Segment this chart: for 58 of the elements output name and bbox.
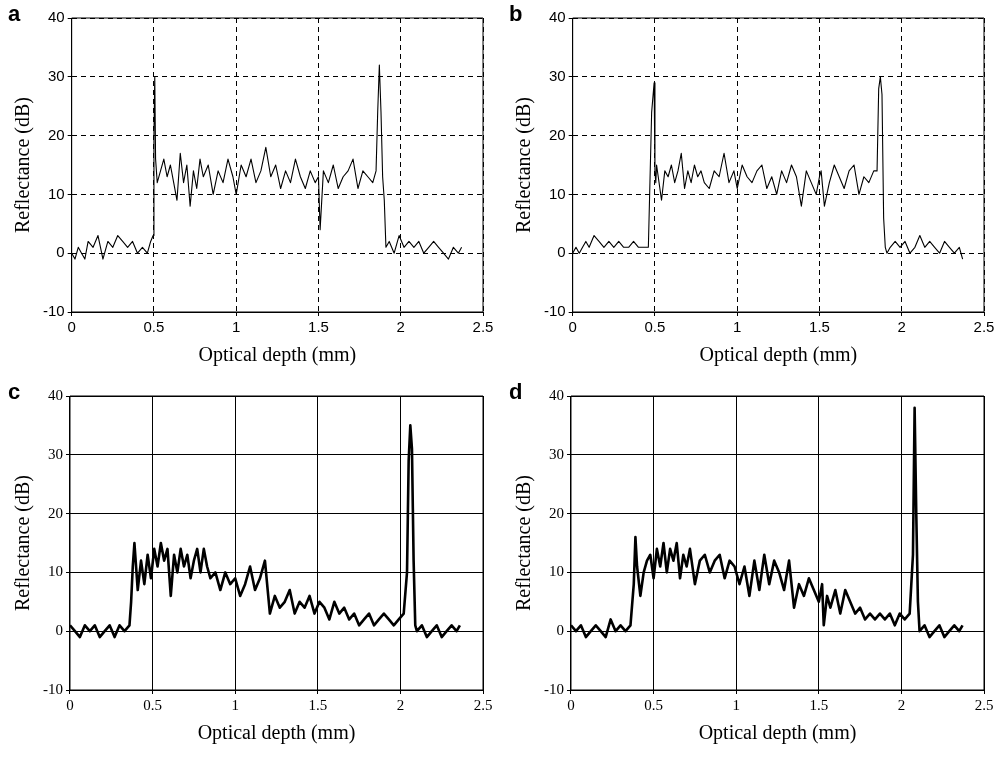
- text: a: [8, 1, 21, 27]
- y-tick-label: 10: [47, 184, 65, 202]
- x-tick-label: 0.5: [644, 696, 663, 713]
- text: c: [8, 379, 21, 405]
- y-tick-label: 10: [48, 563, 63, 580]
- x-tick-label: 1.5: [809, 318, 830, 336]
- x-tick-label: 1.5: [308, 318, 329, 336]
- x-tick-label: 0: [568, 318, 577, 336]
- y-tick-label: 30: [48, 445, 63, 462]
- x-tick-label: 2: [396, 696, 405, 713]
- x-tick-label: 2.5: [974, 696, 994, 713]
- y-tick-label: -10: [43, 680, 63, 697]
- y-tick-label: 30: [549, 445, 564, 462]
- text: b: [509, 1, 523, 27]
- y-tick-label: 0: [557, 243, 566, 261]
- y-tick-label: 20: [48, 504, 63, 521]
- y-tick-label: 40: [549, 386, 564, 403]
- y-axis-title: Reflectance (dB): [11, 96, 35, 234]
- x-tick-label: 0.5: [644, 318, 666, 336]
- y-tick-label: -10: [42, 302, 65, 320]
- y-axis-title: Reflectance (dB): [512, 96, 536, 234]
- y-tick-label: -10: [543, 302, 566, 320]
- y-tick-label: 20: [549, 504, 564, 521]
- y-tick-label: 30: [47, 66, 65, 84]
- x-axis-title: Optical depth (mm): [197, 721, 356, 745]
- x-tick-label: 2.5: [973, 318, 995, 336]
- y-tick-label: -10: [544, 680, 564, 697]
- x-tick-label: 0.5: [143, 696, 162, 713]
- y-tick-label: 40: [47, 8, 65, 26]
- y-tick-label: 20: [548, 125, 566, 143]
- x-tick-label: 1.5: [809, 696, 829, 713]
- x-tick-label: 2.5: [473, 696, 493, 713]
- y-tick-label: 40: [548, 8, 566, 26]
- y-tick-label: 0: [556, 622, 564, 639]
- x-tick-label: 1: [732, 696, 740, 713]
- x-tick-label: 1: [232, 318, 241, 336]
- y-tick-label: 20: [47, 125, 65, 143]
- y-tick-label: 30: [548, 66, 566, 84]
- x-tick-label: 2: [897, 696, 906, 713]
- x-tick-label: 0.5: [143, 318, 165, 336]
- text: d: [509, 379, 523, 405]
- y-tick-label: 10: [549, 563, 564, 580]
- x-axis-title: Optical depth (mm): [198, 343, 357, 367]
- x-tick-label: 0: [67, 318, 76, 336]
- y-axis-title: Reflectance (dB): [11, 474, 35, 612]
- y-tick-label: 10: [548, 184, 566, 202]
- x-tick-label: 1: [231, 696, 239, 713]
- x-tick-label: 1.5: [308, 696, 328, 713]
- x-tick-label: 2: [396, 318, 405, 336]
- x-tick-label: 2: [897, 318, 906, 336]
- y-tick-label: 0: [56, 243, 65, 261]
- x-axis-title: Optical depth (mm): [699, 343, 858, 367]
- x-tick-label: 2.5: [472, 318, 494, 336]
- y-axis-title: Reflectance (dB): [512, 474, 536, 612]
- x-axis-title: Optical depth (mm): [698, 721, 857, 745]
- y-tick-label: 40: [48, 386, 63, 403]
- x-tick-label: 1: [733, 318, 742, 336]
- y-tick-label: 0: [55, 622, 63, 639]
